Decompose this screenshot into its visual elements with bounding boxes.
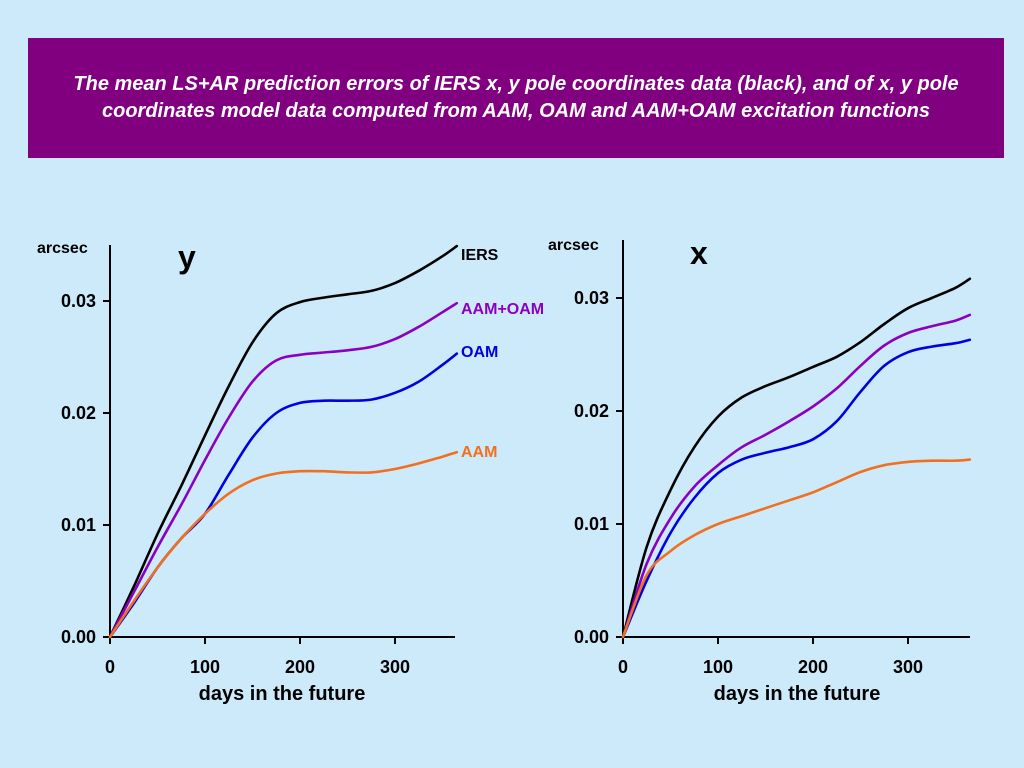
panel-y-series-oam <box>108 352 459 639</box>
slide-title: The mean LS+AR prediction errors of IERS… <box>28 38 1004 158</box>
panel-x-x-tick-label: 300 <box>893 657 923 677</box>
panel-y-y-tick-label: 0.02 <box>61 403 96 423</box>
panel-y-series-aam <box>108 450 459 639</box>
panel-y-x-axis-label: days in the future <box>199 683 366 705</box>
panel-x-x-axis-label: days in the future <box>714 683 881 705</box>
panel-y-y-unit-label: arcsec <box>37 240 88 257</box>
panel-y-panel-label: y <box>178 239 196 275</box>
panel-x-y-tick-label: 0.02 <box>574 401 609 421</box>
panel-x-panel-label: x <box>690 235 708 271</box>
panel-y-series-label-oam: OAM <box>461 344 498 361</box>
panel-y-y-tick-label: 0.00 <box>61 627 96 647</box>
panel-x-series-oam <box>621 338 972 639</box>
panel-x-y-tick-label: 0.03 <box>574 288 609 308</box>
panel-x-y-tick-label: 0.01 <box>574 514 609 534</box>
panel-y-series-label-aam-oam: AAM+OAM <box>461 301 544 318</box>
panel-x-x-tick-label: 200 <box>798 657 828 677</box>
panel-y-x-tick-label: 300 <box>380 657 410 677</box>
panel-x-series-aam-oam <box>621 313 972 639</box>
panel-x-x-tick-label: 100 <box>703 657 733 677</box>
panel-y-series-label-iers: IERS <box>461 247 499 264</box>
panel-x-series-iers <box>621 277 972 639</box>
panel-y-y-tick-label: 0.01 <box>61 515 96 535</box>
panel-y-series-aam-oam <box>108 301 459 639</box>
panel-x-y-tick-label: 0.00 <box>574 627 609 647</box>
panel-x-series-aam <box>621 458 972 639</box>
panel-y-series-iers <box>108 244 459 639</box>
panel-x-x-tick-label: 0 <box>618 657 628 677</box>
panel-y-x-tick-label: 0 <box>105 657 115 677</box>
panel-y-x-tick-label: 100 <box>190 657 220 677</box>
panel-y-y-tick-label: 0.03 <box>61 291 96 311</box>
panel-y-series-label-aam: AAM <box>461 444 497 461</box>
panel-x-y-unit-label: arcsec <box>548 237 599 254</box>
panel-y-x-tick-label: 200 <box>285 657 315 677</box>
